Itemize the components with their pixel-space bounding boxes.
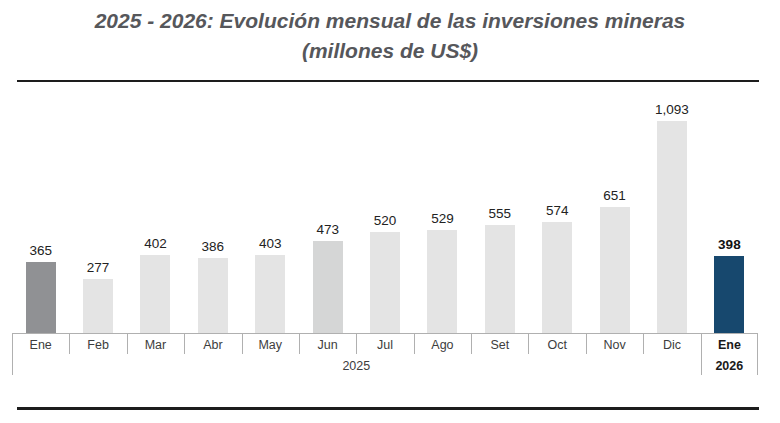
bar-value-label: 365 [29,243,52,258]
month-label: Ago [414,334,471,355]
bar [255,255,285,333]
chart-title-line1: 2025 - 2026: Evolución mensual de las in… [0,6,780,36]
axis-tick [586,334,587,354]
bar-value-label: 529 [431,211,454,226]
month-label: Ene [701,334,758,355]
month-label: Abr [184,334,241,355]
bar-plot-area: 365 277 402 386 403 473 520 529 555 574 651 1,093 39… [12,90,758,333]
year-labels-row: 2025 2026 [12,355,758,376]
year-label-2025: 2025 [12,355,701,376]
month-label: Set [471,334,528,355]
bar-value-label: 1,093 [655,102,689,117]
bar-column: 365 [12,90,69,333]
axis-tick [356,334,357,354]
bar-column: 1,093 [643,90,700,333]
bar [485,225,515,333]
bar-value-label: 520 [374,213,397,228]
bar [83,279,113,333]
bar-value-label: 277 [87,260,110,275]
bottom-divider [17,407,759,410]
axis-tick [701,334,702,375]
month-label: Oct [529,334,586,355]
bar-column: 277 [69,90,126,333]
bar [714,256,744,333]
bar-column: 574 [529,90,586,333]
axis-tick [471,334,472,354]
bar-value-label: 574 [546,203,569,218]
axis-tick [757,334,758,375]
bar-column: 651 [586,90,643,333]
axis-tick [127,334,128,354]
month-label: Jun [299,334,356,355]
axis-tick [643,334,644,354]
axis-tick [299,334,300,354]
bar [427,230,457,333]
axis-tick [69,334,70,354]
bar-value-label: 651 [603,188,626,203]
bar-column: 386 [184,90,241,333]
bar-column: 402 [127,90,184,333]
bar [26,262,56,333]
axis-tick [184,334,185,354]
month-label: Mar [127,334,184,355]
bar-column: 555 [471,90,528,333]
chart-title: 2025 - 2026: Evolución mensual de las in… [0,6,780,66]
x-axis: EneFebMarAbrMayJunJulAgoSetOctNovDicEne … [12,333,758,376]
month-label: Nov [586,334,643,355]
axis-tick [12,334,13,375]
month-labels-row: EneFebMarAbrMayJunJulAgoSetOctNovDicEne [12,334,758,355]
month-label: Jul [356,334,413,355]
year-label-2026: 2026 [701,355,758,376]
bar-value-label: 402 [144,236,167,251]
bar [198,258,228,333]
month-label: Ene [12,334,69,355]
bar-value-label: 403 [259,236,282,251]
month-label: May [242,334,299,355]
month-label: Dic [643,334,700,355]
bar [657,121,687,333]
bar-value-label: 398 [718,237,741,252]
bar-value-label: 555 [489,206,512,221]
bar-value-label: 386 [202,239,225,254]
bar-column: 529 [414,90,471,333]
investment-chart-page: 2025 - 2026: Evolución mensual de las in… [0,0,780,423]
bar-column: 398 [701,90,758,333]
bar [542,222,572,333]
bar [370,232,400,333]
bar-column: 473 [299,90,356,333]
top-divider [17,80,759,82]
bar [600,207,630,333]
chart-title-line2: (millones de US$) [0,36,780,66]
axis-tick [242,334,243,354]
bar-value-label: 473 [316,222,339,237]
month-label: Feb [69,334,126,355]
bar-column: 403 [242,90,299,333]
bar [313,241,343,333]
bar [140,255,170,333]
bar-column: 520 [356,90,413,333]
axis-tick [528,334,529,354]
axis-tick [414,334,415,354]
